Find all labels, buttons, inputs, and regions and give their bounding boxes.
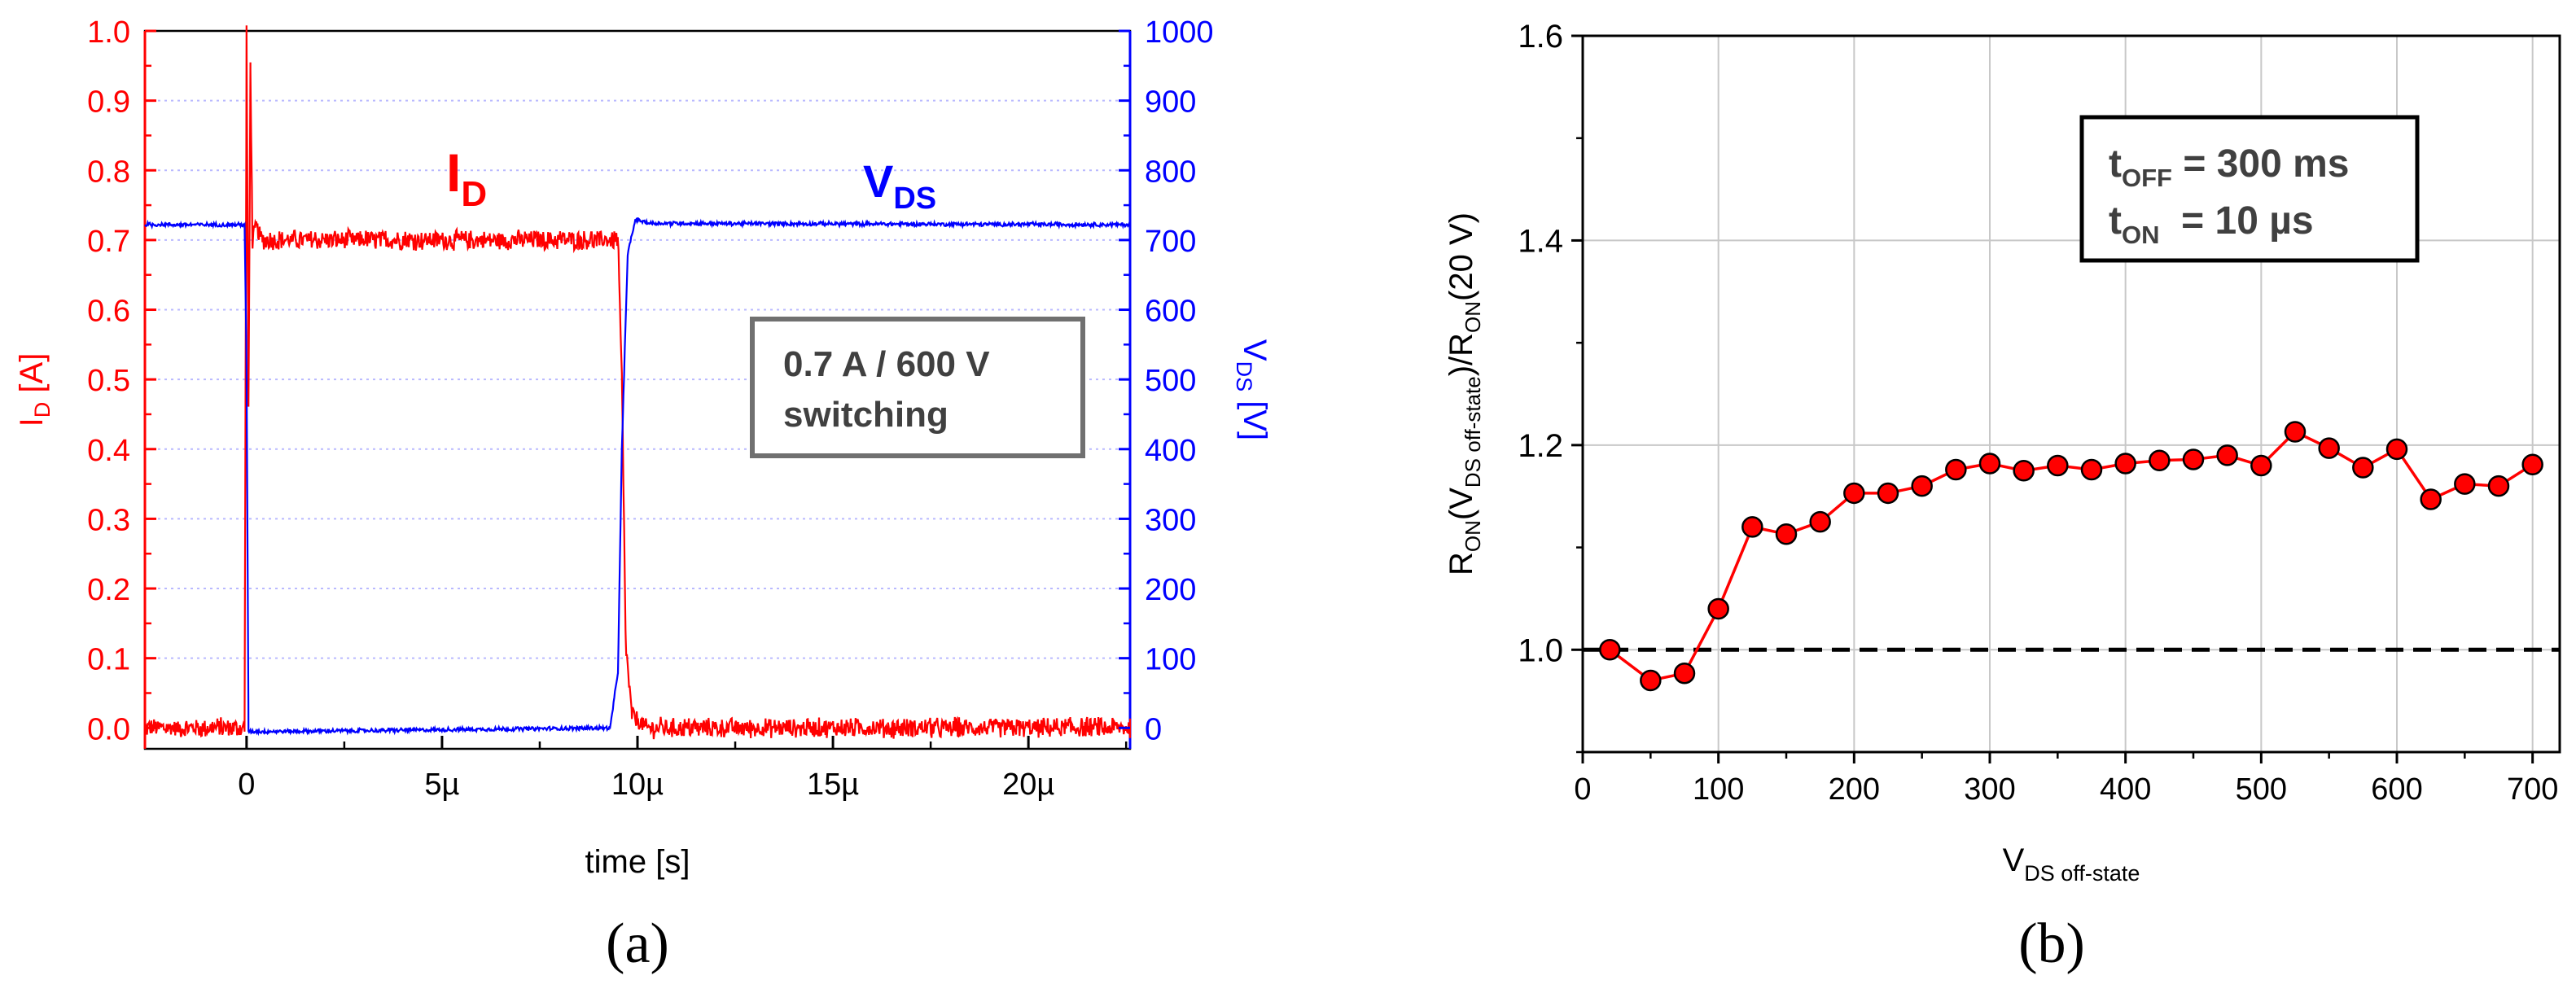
- ron-ratio-point: [1673, 662, 1696, 685]
- panel-a-label: (a): [606, 912, 669, 975]
- ron-ratio-point: [1741, 516, 1763, 538]
- panel-a-ticks: 0.0 0.1 0.2 0.3 0.4 0.5 0.6 0.7 0.8 0.9 1.0 0 100 200…: [87, 15, 1213, 802]
- panel-b-y-tick-label: 1.2: [1518, 428, 1563, 464]
- panel-a-annotation-box: [750, 317, 1085, 458]
- ron-ratio-point: [1599, 639, 1621, 661]
- panel-b-ticks: 0 100 200 300 400 500 600 700 1.0 1.2 1.4 1.6: [1518, 19, 2558, 807]
- panel-b-x-tick-label: 500: [2236, 772, 2287, 807]
- panel-a-left-tick-label: 0.7: [87, 225, 130, 259]
- panel-a-right-axis-title: VDS [V]: [1232, 339, 1273, 440]
- ron-ratio-point: [1877, 482, 1899, 505]
- ron-ratio-point: [1707, 597, 1729, 620]
- ron-ratio-point: [1911, 475, 1933, 497]
- ron-ratio-point: [2318, 437, 2340, 459]
- panel-a-right-tick-label: 900: [1145, 85, 1196, 120]
- panel-b-y-tick-label: 1.6: [1518, 19, 1563, 55]
- ron-ratio-point: [2352, 457, 2374, 479]
- panel-a-right-tick-label: 300: [1145, 503, 1196, 537]
- ron-ratio-point: [2521, 453, 2543, 475]
- ron-ratio-point: [1843, 482, 1865, 505]
- panel-a-right-tick-label: 600: [1145, 295, 1196, 329]
- panel-a-x-tick-label: 0: [238, 768, 255, 802]
- ron-ratio-point: [1945, 458, 1967, 481]
- ron-ratio-point: [2284, 421, 2307, 443]
- panel-a-x-axis-title: time [s]: [585, 844, 690, 880]
- panel-b-y-tick-label: 1.0: [1518, 632, 1563, 668]
- panel-b-y-tick-label: 1.4: [1518, 223, 1563, 259]
- panel-b-y-axis-title: RON(VDS off-state)/RON(20 V): [1444, 212, 1485, 575]
- panel-a-left-tick-label: 0.8: [87, 155, 130, 189]
- panel-a-annotation-line2: switching: [783, 395, 948, 435]
- panel-a-right-tick-label: 1000: [1145, 15, 1214, 50]
- ron-ratio-point: [2149, 449, 2171, 471]
- panel-a-right-tick-label: 500: [1145, 364, 1196, 398]
- ron-ratio-point: [2013, 460, 2035, 482]
- panel-a-x-tick-label: 10µ: [611, 768, 664, 802]
- id-trace: [144, 25, 1132, 740]
- ron-ratio-point: [1809, 510, 1831, 533]
- panel-b-x-tick-label: 600: [2371, 772, 2422, 807]
- panel-a-right-tick-label: 200: [1145, 573, 1196, 607]
- panel-a-annotation-line1: 0.7 A / 600 V: [783, 344, 990, 384]
- panel-a-x-tick-label: 20µ: [1002, 768, 1054, 802]
- panel-a-chart: 0.0 0.1 0.2 0.3 0.4 0.5 0.6 0.7 0.8 0.9 1.0 0 100 200…: [14, 15, 1273, 975]
- ron-ratio-point: [2420, 488, 2442, 510]
- panel-a-x-tick-label: 15µ: [807, 768, 859, 802]
- panel-a-series: [144, 25, 1132, 740]
- panel-b-x-axis-title: VDS off-state: [2003, 842, 2140, 886]
- panel-a-left-tick-label: 0.4: [87, 434, 130, 468]
- panel-a-left-tick-label: 0.0: [87, 712, 130, 746]
- ron-ratio-point: [2114, 453, 2136, 475]
- panel-a-x-tick-label: 5µ: [424, 768, 459, 802]
- panel-a-right-tick-label: 100: [1145, 643, 1196, 677]
- ron-ratio-line: [1609, 430, 2534, 682]
- panel-a-right-tick-label: 700: [1145, 225, 1196, 259]
- panel-b-plot-frame: [1581, 34, 2561, 754]
- ron-ratio-point: [2250, 454, 2272, 477]
- panel-a-left-tick-label: 0.3: [87, 503, 130, 537]
- panel-a-left-tick-label: 0.2: [87, 573, 130, 607]
- ron-ratio-point: [2216, 444, 2238, 466]
- panel-b-x-tick-label: 100: [1693, 772, 1744, 807]
- panel-b-chart: 0 100 200 300 400 500 600 700 1.0 1.2 1.4 1.6 tOFF …: [1444, 19, 2561, 975]
- vds-trace: [144, 217, 1132, 737]
- panel-a-left-tick-label: 0.6: [87, 295, 130, 329]
- ron-ratio-point: [2080, 458, 2103, 481]
- panel-b-series: [1599, 421, 2543, 692]
- ron-ratio-point: [1640, 669, 1662, 692]
- panel-a-left-tick-label: 1.0: [87, 15, 130, 50]
- panel-b-annotation-box: [2079, 115, 2420, 263]
- panel-b-x-tick-label: 0: [1574, 772, 1591, 807]
- panel-a-right-tick-label: 0: [1145, 712, 1162, 746]
- ron-ratio-point: [2385, 438, 2408, 461]
- panel-a-left-tick-label: 0.1: [87, 643, 130, 677]
- panel-a-right-tick-label: 800: [1145, 155, 1196, 189]
- ron-ratio-point: [1978, 453, 2001, 475]
- panel-a-left-axis-title: ID [A]: [14, 353, 55, 427]
- ron-ratio-point: [2182, 448, 2205, 470]
- panel-b-x-tick-label: 300: [1964, 772, 2015, 807]
- panel-a-left-tick-label: 0.5: [87, 364, 130, 398]
- panel-b-annotation-line2: tON = 10 µs: [2109, 199, 2314, 249]
- panel-a-left-tick-label: 0.9: [87, 85, 130, 120]
- panel-b-x-tick-label: 400: [2100, 772, 2151, 807]
- ron-ratio-point: [2487, 475, 2510, 497]
- panel-b-x-tick-label: 700: [2507, 772, 2558, 807]
- id-series-label: ID: [446, 142, 487, 214]
- ron-ratio-point: [1775, 523, 1798, 545]
- vds-series-label: VDS: [863, 155, 936, 216]
- panel-b-x-tick-label: 200: [1829, 772, 1880, 807]
- ron-ratio-point: [2454, 473, 2476, 495]
- panel-b-annotation-line1: tOFF = 300 ms: [2109, 142, 2349, 192]
- panel-a-right-tick-label: 400: [1145, 434, 1196, 468]
- panel-b-label: (b): [2018, 912, 2085, 975]
- ron-ratio-point: [2047, 454, 2069, 477]
